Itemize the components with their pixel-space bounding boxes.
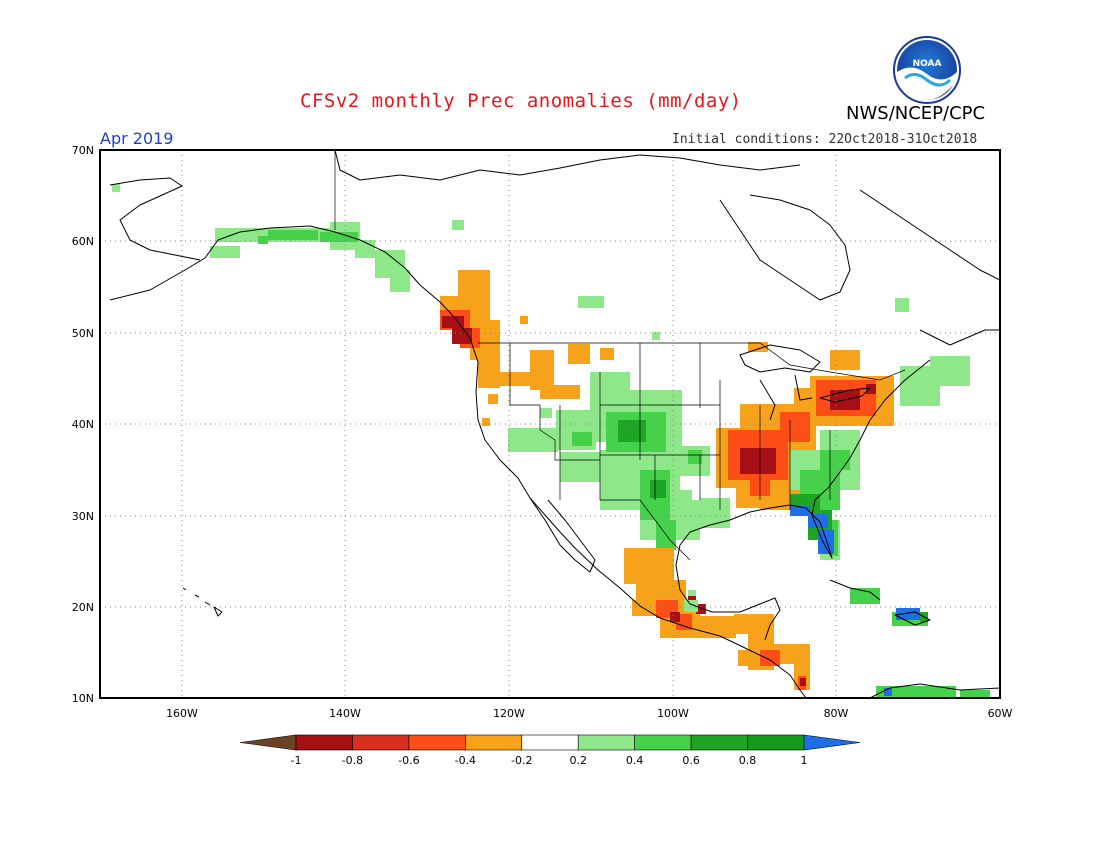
lat-label: 40N — [72, 418, 94, 431]
colorbar-segment — [465, 734, 523, 751]
organization-label: NWS/NCEP/CPC — [846, 103, 986, 124]
colorbar-segment — [747, 734, 805, 751]
noaa-logo: NOAA — [893, 36, 961, 104]
colorbar-segment — [239, 734, 297, 751]
lat-label: 10N — [72, 692, 94, 705]
lon-label: 60W — [988, 707, 1013, 720]
coastlines — [109, 150, 1000, 698]
lat-label: 50N — [72, 327, 94, 340]
initial-conditions: Initial conditions: 22Oct2018-31Oct2018 — [672, 132, 978, 147]
lat-label: 70N — [72, 144, 94, 157]
graticule — [100, 150, 1000, 698]
colorbar-segment — [690, 734, 748, 751]
lon-label: 120W — [493, 707, 525, 720]
colorbar-segment — [634, 734, 692, 751]
colorbar-segment — [352, 734, 410, 751]
colorbar-segment — [408, 734, 466, 751]
colorbar-tick-label: -0.6 — [398, 754, 419, 767]
colorbar — [239, 734, 861, 751]
colorbar-segment — [577, 734, 635, 751]
lat-label: 20N — [72, 601, 94, 614]
colorbar-tick-label: 0.2 — [569, 754, 587, 767]
chart-title: CFSv2 monthly Prec anomalies (mm/day) — [300, 90, 742, 112]
colorbar-tick-label: 0.4 — [626, 754, 644, 767]
colorbar-tick-label: 0.8 — [739, 754, 757, 767]
anomaly-field — [112, 184, 990, 698]
lon-label: 160W — [166, 707, 198, 720]
caribbean-wet-area — [850, 588, 990, 698]
colorbar-tick-label: 1 — [801, 754, 808, 767]
lon-label: 140W — [329, 707, 361, 720]
forecast-period: Apr 2019 — [100, 129, 174, 148]
lon-label: 80W — [824, 707, 849, 720]
alaska-wet-area — [112, 184, 909, 312]
lat-label: 60N — [72, 235, 94, 248]
colorbar-tick-label: -1 — [291, 754, 302, 767]
lon-label: 100W — [657, 707, 689, 720]
colorbar-labels: -1 -0.8 -0.6 -0.4 -0.2 0.2 0.4 0.6 0.8 1 — [291, 754, 808, 767]
political-borders — [334, 150, 906, 561]
colorbar-tick-label: -0.2 — [511, 754, 532, 767]
colorbar-segment — [521, 734, 579, 751]
colorbar-tick-label: 0.6 — [682, 754, 700, 767]
colorbar-segment — [295, 734, 353, 751]
longitude-labels: 160W 140W 120W 100W 80W 60W — [166, 707, 1012, 720]
logo-text: NOAA — [913, 59, 942, 69]
colorbar-tick-label: -0.8 — [342, 754, 363, 767]
map-frame — [99, 149, 1001, 699]
colorbar-segment — [803, 734, 861, 751]
lat-label: 30N — [72, 510, 94, 523]
colorbar-tick-label: -0.4 — [455, 754, 476, 767]
latitude-labels: 70N 60N 50N 40N 30N 20N 10N — [72, 144, 94, 705]
